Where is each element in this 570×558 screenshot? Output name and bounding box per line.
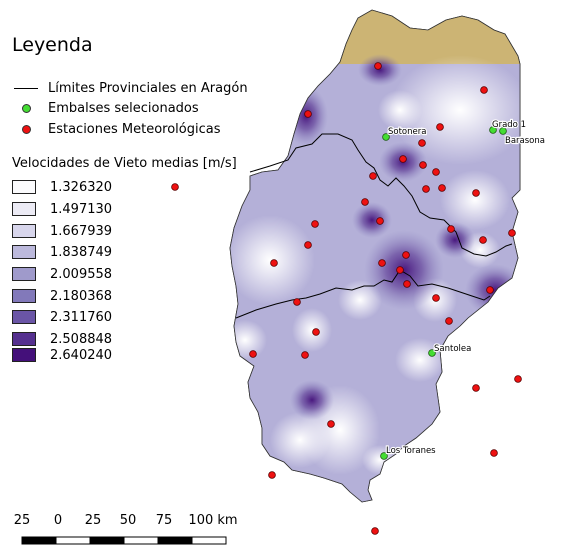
ramp-entry: 1.326320 (12, 178, 112, 196)
ramp-value: 1.838749 (50, 244, 113, 260)
reservoir-markers (380, 126, 507, 460)
station-point (249, 350, 257, 358)
label-santolea: Santolea (434, 344, 471, 354)
ramp-value: 1.667939 (50, 223, 113, 239)
station-point (268, 471, 276, 479)
scale-label: 0 (53, 513, 63, 528)
station-point (418, 139, 426, 147)
reservoir-point-sotonera (382, 133, 390, 141)
station-point (311, 220, 319, 228)
ramp-swatch (12, 202, 36, 216)
station-point (369, 172, 377, 180)
station-point (374, 62, 382, 70)
legend-item-reservoirs: Embalses selecionados (12, 99, 199, 117)
station-point (514, 375, 522, 383)
color-ramp-title: Velocidades de Vieto medias [m/s] (12, 156, 237, 171)
station-point (361, 198, 369, 206)
ramp-value: 2.640240 (50, 347, 113, 363)
station-point (419, 161, 427, 169)
legend-item-stations: Estaciones Meteorológicas (12, 120, 221, 138)
station-point (304, 241, 312, 249)
station-point (301, 351, 309, 359)
station-point (436, 123, 444, 131)
station-point (432, 168, 440, 176)
reservoir-labels: Sotonera Grado 1 Barasona Santolea Los T… (385, 119, 546, 457)
scale-label: 25 (84, 513, 102, 528)
station-point (402, 251, 410, 259)
ramp-entry: 1.838749 (12, 243, 112, 261)
station-point (472, 189, 480, 197)
reservoir-point-grado (489, 126, 497, 134)
legend-item-label: Estaciones Meteorológicas (48, 121, 221, 137)
ramp-swatch (12, 348, 36, 362)
ramp-swatch (12, 332, 36, 346)
ramp-swatch (12, 267, 36, 281)
provincial-limit-huesca-zaragoza (249, 133, 513, 257)
reservoir-point-barasona (499, 127, 507, 135)
station-point (422, 185, 430, 193)
station-point (371, 527, 379, 535)
station-point (490, 449, 498, 457)
reservoir-point-santolea (428, 349, 436, 357)
station-point (378, 259, 386, 267)
station-point (304, 110, 312, 118)
ramp-swatch (12, 289, 36, 303)
station-point (312, 328, 320, 336)
scale-label: 100 km (188, 513, 238, 528)
station-point (472, 384, 480, 392)
reservoir-point-los-toranes (380, 452, 388, 460)
ramp-value: 1.326320 (50, 179, 113, 195)
scale-label: 75 (155, 513, 173, 528)
ramp-value: 1.497130 (50, 201, 113, 217)
station-point (403, 280, 411, 288)
wind-speed-raster (230, 10, 520, 502)
station-point (270, 259, 278, 267)
ramp-entry: 2.508848 (12, 330, 112, 348)
ramp-swatch (12, 180, 36, 194)
station-point (447, 225, 455, 233)
ramp-entry: 1.497130 (12, 200, 112, 218)
ramp-swatch (12, 310, 36, 324)
ramp-swatch (12, 245, 36, 259)
station-point (445, 317, 453, 325)
red-dot-icon (12, 122, 40, 136)
legend-item-provincial-limits: Límites Provinciales en Aragón (12, 79, 248, 97)
station-point (486, 286, 494, 294)
station-point (432, 294, 440, 302)
station-point (327, 420, 335, 428)
station-point (399, 155, 407, 163)
ramp-value: 2.180368 (50, 288, 113, 304)
ramp-entry: 2.640240 (12, 346, 112, 364)
ramp-entry: 2.311760 (12, 308, 112, 326)
legend-item-label: Embalses selecionados (48, 100, 199, 116)
label-sotonera: Sotonera (388, 127, 426, 137)
station-point (438, 184, 446, 192)
ramp-swatch (12, 224, 36, 238)
station-point (480, 86, 488, 94)
label-barasona: Barasona (505, 136, 545, 146)
legend-title: Leyenda (12, 34, 93, 56)
scale-label: 25 (13, 513, 31, 528)
station-point (479, 236, 487, 244)
station-markers (171, 62, 522, 535)
station-point (376, 217, 384, 225)
legend-item-label: Límites Provinciales en Aragón (48, 80, 248, 96)
station-point (508, 229, 516, 237)
ramp-value: 2.508848 (50, 331, 113, 347)
line-symbol (12, 81, 40, 95)
label-grado: Grado 1 (492, 120, 526, 130)
scale-bar (21, 536, 227, 545)
station-point (171, 183, 179, 191)
ramp-entry: 2.180368 (12, 287, 112, 305)
green-dot-icon (12, 101, 40, 115)
ramp-value: 2.009558 (50, 266, 113, 282)
ramp-value: 2.311760 (50, 309, 113, 325)
station-point (396, 266, 404, 274)
ramp-entry: 1.667939 (12, 222, 112, 240)
station-point (293, 298, 301, 306)
scale-label: 50 (119, 513, 137, 528)
label-los-toranes: Los Toranes (386, 446, 436, 456)
ramp-entry: 2.009558 (12, 265, 112, 283)
